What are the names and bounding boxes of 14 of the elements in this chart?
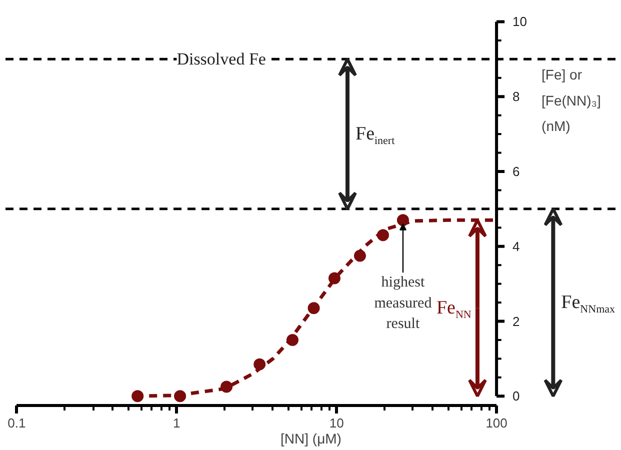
ref-line-label: Dissolved Fe — [176, 50, 266, 69]
annotation: highest measured result — [374, 274, 432, 332]
x-tick-label: 100 — [486, 416, 508, 430]
y-axis-title: [Fe] or [Fe(NN)₃] (nM) — [542, 66, 601, 134]
x-axis-title: [NN] (μM) — [280, 430, 342, 446]
y-tick-label: 10 — [512, 14, 528, 30]
y-tick-label: 2 — [512, 314, 520, 329]
y-tick-label: 0 — [512, 388, 520, 404]
x-tick-label: 0.1 — [8, 416, 26, 430]
y-tick-label: 6 — [512, 164, 520, 179]
y-tick-label: 4 — [512, 238, 520, 254]
y-tick-label: 8 — [512, 89, 520, 104]
x-tick-label: 10 — [329, 416, 344, 430]
x-tick-label: 1 — [173, 416, 180, 430]
